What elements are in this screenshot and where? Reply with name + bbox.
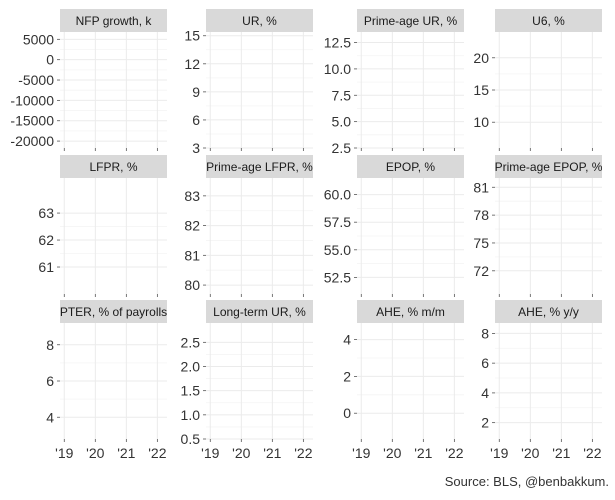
y-tick-label: 4 [46,409,54,425]
y-tick-label: 57.5 [324,214,351,230]
facet-title: AHE, % m/m [376,305,445,319]
x-tick-label: '21 [117,445,135,461]
y-tick-label: 62 [38,232,54,248]
x-tick-label: '22 [148,445,166,461]
x-tick-label: '21 [552,445,570,461]
panel-background [206,32,313,148]
y-tick-label: 75 [473,235,489,251]
y-tick-label: 2.0 [181,359,201,375]
x-tick-label: '19 [201,445,219,461]
facet-strip [206,9,313,32]
y-tick-label: 2 [481,415,489,431]
facet-strip [495,300,602,323]
y-tick-label: 5.0 [332,114,352,130]
facet-strip [495,9,602,32]
facet-title: UR, % [242,14,277,28]
x-tick-label: '20 [86,445,104,461]
panel-background [60,178,167,294]
facet-title: Long-term UR, % [213,305,306,319]
y-tick-label: 2.5 [181,334,201,350]
facet-title: Prime-age UR, % [364,14,458,28]
x-tick-label: '19 [55,445,73,461]
facet-strip [60,9,167,32]
y-tick-label: 61 [38,259,54,275]
y-tick-label: 15 [184,28,200,44]
x-tick-label: '22 [445,445,463,461]
facet-title: Prime-age EPOP, % [495,160,603,174]
y-tick-label: 12 [184,56,200,72]
y-tick-label: 6 [481,355,489,371]
x-tick-label: '19 [352,445,370,461]
y-tick-label: 7.5 [332,87,352,103]
y-tick-label: 15 [473,82,489,98]
x-tick-label: '21 [263,445,281,461]
x-tick-label: '20 [232,445,250,461]
facet-title: LFPR, % [89,160,137,174]
y-tick-label: 8 [481,325,489,341]
facet-strip [60,155,167,178]
y-tick-label: -15000 [10,113,54,129]
y-tick-label: 78 [473,207,489,223]
facet-strip [357,9,464,32]
y-tick-label: 83 [184,188,200,204]
x-tick-label: '22 [583,445,601,461]
x-tick-label: '20 [521,445,539,461]
y-tick-label: 1.0 [181,407,201,423]
panel-background [206,178,313,294]
y-tick-label: 5000 [23,31,54,47]
y-tick-label: 0 [46,52,54,68]
facet-strip [206,155,313,178]
facet-strip [495,155,602,178]
facet-title: NFP growth, k [76,14,153,28]
y-tick-label: 1.5 [181,383,201,399]
y-tick-label: 52.5 [324,269,351,285]
y-tick-label: -5000 [18,72,54,88]
panel-background [206,323,313,439]
y-tick-label: 81 [184,247,200,263]
panel-background [357,323,464,439]
y-tick-label: 9 [192,84,200,100]
facet-title: AHE, % y/y [518,305,579,319]
y-tick-label: 55.0 [324,242,351,258]
y-tick-label: 60.0 [324,187,351,203]
y-tick-label: 10.0 [324,61,351,77]
y-tick-label: 72 [473,263,489,279]
y-tick-label: 20 [473,50,489,66]
source-caption: Source: BLS, @benbakkum. [444,474,609,489]
y-tick-label: -10000 [10,92,54,108]
y-tick-label: 2 [343,368,351,384]
y-tick-label: 6 [192,112,200,128]
x-tick-label: '20 [383,445,401,461]
facet-title: Prime-age LFPR, % [206,160,313,174]
y-tick-label: 81 [473,179,489,195]
facet-strip [357,300,464,323]
facet-strip [357,155,464,178]
facet-strip [206,300,313,323]
y-tick-label: 0.5 [181,431,201,447]
y-tick-label: 10 [473,114,489,130]
x-tick-label: '19 [490,445,508,461]
facet-title: U6, % [532,14,565,28]
y-tick-label: 4 [343,332,351,348]
y-tick-label: 8 [46,337,54,353]
y-tick-label: 6 [46,373,54,389]
y-tick-label: 80 [184,277,200,293]
panel-background [495,178,602,294]
panel-background [495,323,602,439]
y-tick-label: 82 [184,218,200,234]
y-tick-label: 3 [192,140,200,156]
facet-strip [60,300,167,323]
y-tick-label: 12.5 [324,35,351,51]
x-tick-label: '21 [414,445,432,461]
y-tick-label: 63 [38,205,54,221]
x-tick-label: '22 [294,445,312,461]
y-tick-label: 4 [481,385,489,401]
y-tick-label: -20000 [10,133,54,149]
panel-background [357,32,464,148]
facet-title: EPOP, % [386,160,435,174]
y-tick-label: 0 [343,405,351,421]
y-tick-label: 2.5 [332,140,352,156]
facet-title: PTER, % of payrolls [60,305,167,319]
